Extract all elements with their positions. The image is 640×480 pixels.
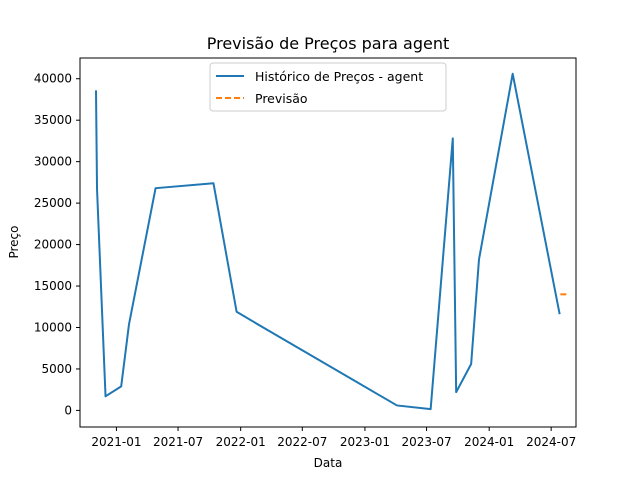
series-line-history: [95, 72, 561, 411]
y-axis-label: Preço: [7, 225, 21, 258]
x-tick-label: 2021-01: [91, 435, 141, 449]
y-tick-label: 30000: [34, 155, 72, 169]
y-tick-label: 35000: [34, 113, 72, 127]
legend-box: [209, 62, 447, 112]
x-tick-label: 2022-01: [216, 435, 266, 449]
y-tick-label: 10000: [34, 320, 72, 334]
x-tick-label: 2023-01: [340, 435, 390, 449]
legend: Histórico de Preços - agent Previsão: [209, 62, 447, 112]
y-tick-label: 0: [64, 403, 72, 417]
x-tick-label: 2022-07: [277, 435, 327, 449]
y-tick-label: 5000: [41, 362, 72, 376]
y-tick-label: 15000: [34, 279, 72, 293]
y-tick-label: 40000: [34, 72, 72, 86]
x-tick-label: 2023-07: [401, 435, 451, 449]
x-tick-label: 2024-01: [464, 435, 514, 449]
x-axis-label: Data: [314, 456, 343, 470]
plot-frame: [79, 57, 577, 428]
chart-title: Previsão de Preços para agent: [207, 34, 450, 53]
x-axis-ticks: 2021-01 2021-07 2022-01 2022-07 2023-01 2023-…: [91, 427, 576, 449]
y-tick-label: 25000: [34, 196, 72, 210]
legend-label-forecast: Previsão: [255, 91, 308, 106]
legend-label-history: Histórico de Preços - agent: [255, 69, 423, 84]
y-tick-label: 20000: [34, 238, 72, 252]
y-axis-ticks: 0 5000 10000 15000 20000 25000 30000 35000 40000: [34, 72, 80, 417]
x-tick-label: 2021-07: [153, 435, 203, 449]
plot-area: [95, 72, 570, 411]
x-tick-label: 2024-07: [526, 435, 576, 449]
